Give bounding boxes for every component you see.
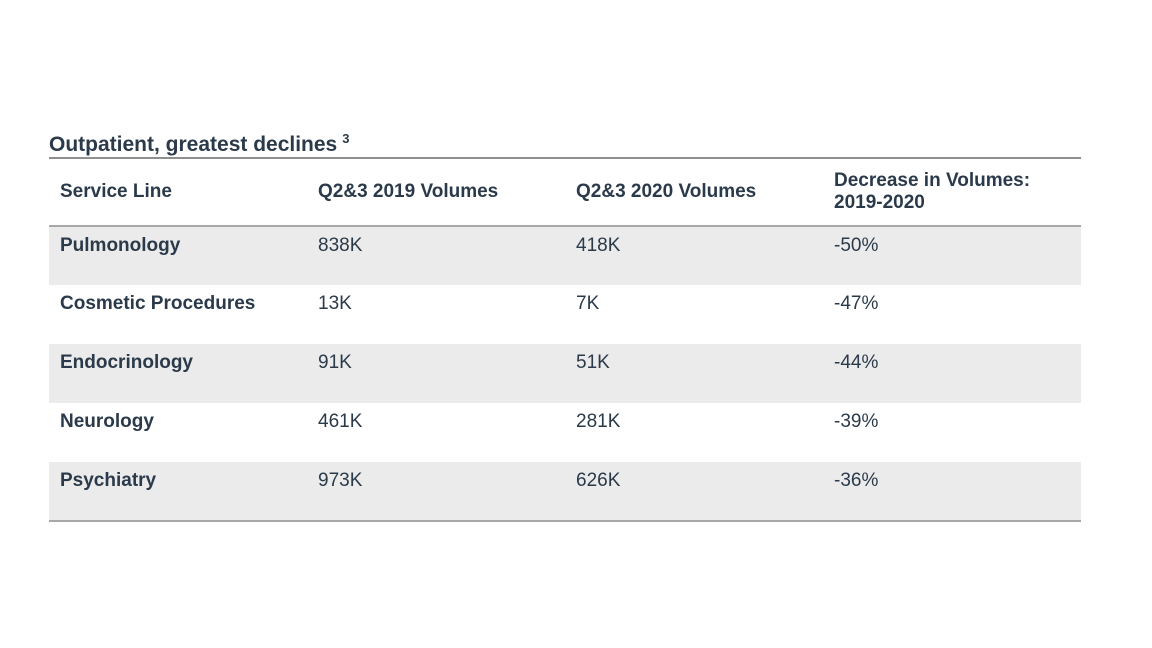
volume-2019-cell: 13K: [318, 293, 352, 314]
page-title-text: Outpatient, greatest declines: [49, 133, 338, 156]
service-line-cell: Cosmetic Procedures: [60, 293, 256, 314]
table-row-endocrinology: Endocrinology 91K 51K -44%: [49, 344, 1081, 403]
service-line-cell: Pulmonology: [60, 235, 181, 256]
decrease-cell: -50%: [834, 235, 879, 256]
service-line-cell: Endocrinology: [60, 352, 193, 373]
service-line-cell: Neurology: [60, 411, 154, 432]
declines-table: Service Line Q2&3 2019 Volumes Q2&3 2020…: [49, 157, 1081, 522]
decrease-cell: -44%: [834, 352, 879, 373]
column-header-decrease: Decrease in Volumes: 2019-2020: [823, 158, 1081, 227]
volume-2020-cell: 7K: [576, 293, 600, 314]
volume-2019-cell: 838K: [318, 235, 363, 256]
table-row-cosmetic-procedures: Cosmetic Procedures 13K 7K -47%: [49, 285, 1081, 344]
volume-2019-cell: 973K: [318, 470, 363, 491]
table-row-pulmonology: Pulmonology 838K 418K -50%: [49, 226, 1081, 285]
service-line-cell: Psychiatry: [60, 470, 157, 491]
title-footnote-marker: 3: [342, 131, 350, 146]
volume-2019-cell: 461K: [318, 411, 363, 432]
column-header-2019-volumes: Q2&3 2019 Volumes: [307, 158, 565, 227]
page-title: Outpatient, greatest declines 3: [49, 127, 349, 157]
decrease-cell: -47%: [834, 293, 879, 314]
table-row-neurology: Neurology 461K 281K -39%: [49, 403, 1081, 462]
volume-2020-cell: 51K: [576, 352, 610, 373]
decrease-cell: -36%: [834, 470, 879, 491]
column-header-2020-volumes: Q2&3 2020 Volumes: [565, 158, 823, 227]
volume-2020-cell: 281K: [576, 411, 621, 432]
volume-2020-cell: 418K: [576, 235, 621, 256]
column-header-service-line: Service Line: [49, 158, 307, 227]
decrease-cell: -39%: [834, 411, 879, 432]
table-header-row: Service Line Q2&3 2019 Volumes Q2&3 2020…: [49, 158, 1081, 227]
volume-2019-cell: 91K: [318, 352, 352, 373]
volume-2020-cell: 626K: [576, 470, 621, 491]
table-row-psychiatry: Psychiatry 973K 626K -36%: [49, 462, 1081, 521]
